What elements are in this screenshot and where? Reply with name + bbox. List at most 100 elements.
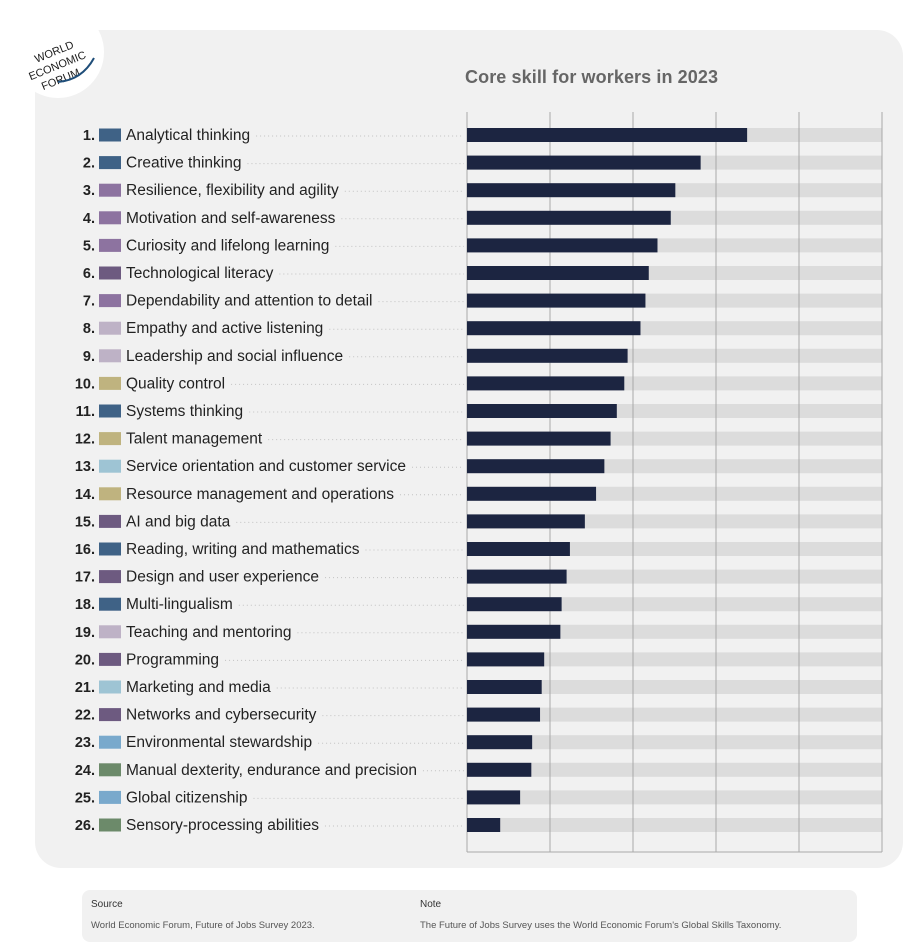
skill-bar (467, 321, 641, 336)
skill-label: Empathy and active listening (126, 320, 323, 337)
bar-track (467, 624, 882, 639)
skill-swatch (99, 652, 121, 666)
note-heading: Note (420, 899, 442, 910)
bar-track (467, 542, 882, 556)
skill-swatch (99, 211, 121, 225)
bar-track (467, 762, 882, 777)
skill-label: Global citizenship (126, 789, 247, 806)
skill-bar (467, 762, 532, 777)
source-text: World Economic Forum, Future of Jobs Sur… (91, 920, 315, 931)
skill-bar (467, 569, 567, 584)
skill-swatch (99, 128, 121, 142)
skill-rank: 10. (75, 376, 95, 392)
bar-track (467, 652, 882, 667)
skill-label: Design and user experience (126, 569, 319, 586)
skill-bar (467, 155, 701, 170)
skill-swatch (99, 680, 121, 694)
skill-rank: 25. (75, 790, 95, 806)
skill-rank: 13. (75, 459, 95, 475)
skill-rank: 16. (75, 542, 95, 558)
bar-track (467, 569, 882, 584)
footer-source: Source World Economic Forum, Future of J… (91, 899, 315, 931)
skill-rank: 24. (75, 763, 95, 779)
skill-label: Programming (126, 651, 219, 668)
skill-swatch (99, 570, 121, 584)
skill-rank: 3. (83, 183, 95, 199)
bar-track (467, 818, 882, 832)
skill-bar (467, 680, 542, 694)
skill-swatch (99, 708, 121, 722)
skill-label: Multi-lingualism (126, 596, 233, 613)
logo-badge (12, 6, 104, 98)
skill-bar (467, 486, 597, 501)
skill-bar (467, 266, 649, 280)
skill-rank: 12. (75, 432, 95, 448)
chart-title: Core skill for workers in 2023 (465, 67, 719, 87)
skill-swatch (99, 818, 121, 832)
bar-track (467, 790, 882, 805)
skill-rank: 26. (75, 818, 95, 834)
skill-label: Manual dexterity, endurance and precisio… (126, 762, 417, 779)
skill-rank: 19. (75, 625, 95, 641)
bar-track (467, 735, 882, 750)
skill-bar (467, 128, 748, 142)
skill-bar (467, 542, 570, 556)
skill-label: Environmental stewardship (126, 734, 312, 751)
skill-label: Quality control (126, 375, 225, 392)
skill-rank: 21. (75, 680, 95, 696)
skill-label: Marketing and media (126, 679, 271, 696)
skill-rank: 7. (83, 294, 95, 310)
skill-bar (467, 431, 611, 446)
skill-label: Reading, writing and mathematics (126, 541, 360, 558)
skill-bar (467, 459, 605, 474)
skill-bar (467, 404, 617, 418)
skill-rank: 22. (75, 708, 95, 724)
skill-label: Resource management and operations (126, 486, 394, 503)
skill-bar (467, 293, 646, 308)
footer-note: Note The Future of Jobs Survey uses the … (420, 899, 781, 931)
skill-bar (467, 735, 533, 750)
skill-rank: 6. (83, 266, 95, 282)
skill-bar (467, 238, 658, 253)
skill-label: Networks and cybersecurity (126, 707, 317, 724)
skill-bar (467, 376, 625, 391)
skill-bar (467, 210, 671, 225)
skill-swatch (99, 432, 121, 446)
skill-swatch (99, 266, 121, 280)
skill-swatch (99, 735, 121, 749)
skill-swatch (99, 459, 121, 473)
skill-swatch (99, 514, 121, 528)
wef-logo: WORLD ECONOMIC FORUM (12, 6, 104, 98)
skill-label: Sensory-processing abilities (126, 817, 319, 834)
bar-track (467, 597, 882, 612)
skill-label: Service orientation and customer service (126, 458, 406, 475)
skill-swatch (99, 625, 121, 639)
skill-rank: 18. (75, 597, 95, 613)
skill-label: Resilience, flexibility and agility (126, 182, 339, 199)
skill-swatch (99, 321, 121, 335)
skill-swatch (99, 542, 121, 556)
skill-bar (467, 597, 562, 612)
skill-swatch (99, 404, 121, 418)
source-heading: Source (91, 899, 123, 910)
bar-chart: 1. Analytical thinking 2. Creative thinking… (75, 112, 883, 853)
skill-label: Leadership and social influence (126, 348, 343, 365)
skill-bar (467, 790, 521, 805)
skill-label: Talent management (126, 431, 263, 448)
skill-rank: 5. (83, 238, 95, 254)
skill-rank: 2. (83, 156, 95, 172)
skill-rank: 23. (75, 735, 95, 751)
skill-rank: 17. (75, 570, 95, 586)
skill-bar (467, 707, 541, 722)
skill-bar (467, 348, 628, 363)
skill-rank: 8. (83, 321, 95, 337)
skill-label: Teaching and mentoring (126, 624, 291, 641)
skill-swatch (99, 487, 121, 501)
skill-label: AI and big data (126, 513, 231, 530)
skill-bar (467, 624, 561, 639)
logo-swoosh (57, 57, 95, 83)
footer: Source World Economic Forum, Future of J… (82, 890, 857, 942)
skill-swatch (99, 294, 121, 308)
skill-swatch (99, 763, 121, 777)
skill-label: Systems thinking (126, 403, 243, 420)
